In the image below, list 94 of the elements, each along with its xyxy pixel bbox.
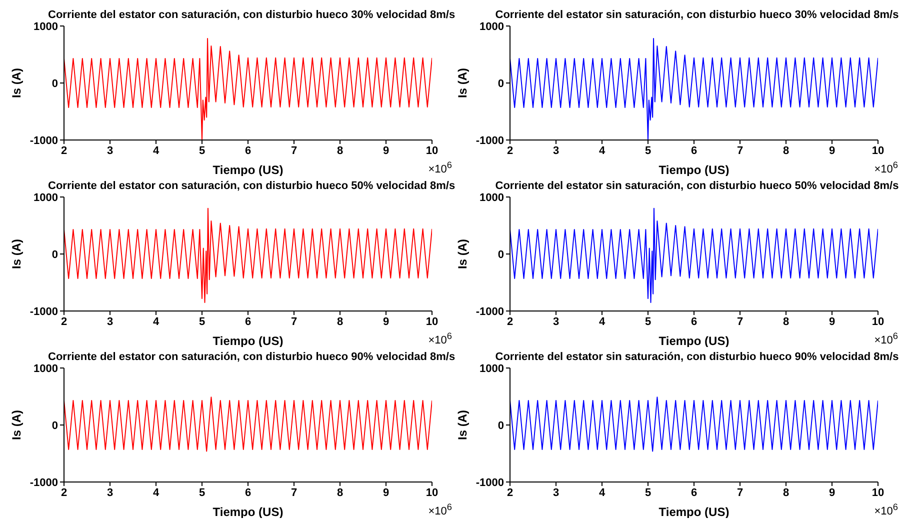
y-tick-label: -1000 bbox=[476, 476, 504, 489]
y-axis-title: Is (A) bbox=[9, 68, 24, 98]
x-tick-label: 6 bbox=[690, 486, 698, 499]
x-tick-label: 6 bbox=[690, 316, 698, 328]
x-tick-label: 2 bbox=[506, 486, 514, 499]
y-tick-label: -1000 bbox=[476, 134, 504, 147]
y-axis-title: Is (A) bbox=[455, 68, 470, 98]
x-tick-label: 8 bbox=[782, 486, 790, 499]
x-tick-label: 9 bbox=[382, 486, 390, 499]
x-tick-label: 3 bbox=[106, 486, 114, 499]
x-tick-label: 2 bbox=[60, 144, 68, 157]
line-series bbox=[64, 208, 432, 303]
x-tick-label: 7 bbox=[290, 144, 298, 157]
x-tick-label: 2 bbox=[506, 316, 514, 328]
x-tick-label: 9 bbox=[828, 486, 836, 499]
x-tick-label: 7 bbox=[736, 316, 744, 328]
x-tick-label: 10 bbox=[872, 316, 884, 328]
x-tick-label: 4 bbox=[152, 316, 160, 328]
y-axis-title: Is (A) bbox=[455, 410, 470, 440]
text: ×10$^{6}$ bbox=[874, 502, 898, 518]
x-tick-label: 10 bbox=[872, 144, 884, 157]
chart-title: Corriente del estator sin saturación, con disturbio hueco 50% velocidad 8m/s bbox=[494, 179, 900, 193]
chart-title: Corriente del estator sin saturación, con disturbio hueco 90% velocidad 8m/s bbox=[494, 350, 900, 364]
x-tick-label: 2 bbox=[506, 144, 514, 157]
x-tick-label: 9 bbox=[828, 144, 836, 157]
y-tick-label: 0 bbox=[52, 420, 58, 432]
x-tick-label: 3 bbox=[552, 316, 560, 328]
x-tick-label: 6 bbox=[244, 486, 252, 499]
x-tick-label: 3 bbox=[106, 316, 114, 328]
x-tick-label: 5 bbox=[644, 144, 652, 157]
x-tick-label: 10 bbox=[426, 316, 438, 328]
y-tick-label: 0 bbox=[52, 248, 58, 261]
y-tick-label: 1000 bbox=[34, 20, 58, 33]
x-tick-label: 2 bbox=[60, 486, 68, 499]
y-axis-title: Is (A) bbox=[9, 238, 24, 269]
x-tick-label: 3 bbox=[106, 144, 114, 157]
x-tick-label: 5 bbox=[644, 486, 652, 499]
x-tick-label: 6 bbox=[244, 144, 252, 157]
y-tick-label: -1000 bbox=[30, 476, 58, 489]
y-tick-label: 1000 bbox=[480, 20, 504, 33]
text: ×10$^{6}$ bbox=[428, 502, 452, 518]
chart-title: Corriente del estator con saturación, con disturbio hueco 90% velocidad 8m/s bbox=[47, 350, 456, 364]
x-tick-label: 10 bbox=[426, 486, 438, 499]
x-tick-label: 4 bbox=[598, 486, 606, 499]
text: ×10$^{6}$ bbox=[874, 160, 898, 176]
x-tick-label: 10 bbox=[426, 144, 438, 157]
x-tick-label: 8 bbox=[336, 486, 344, 499]
y-tick-label: -1000 bbox=[30, 306, 58, 318]
x-tick-label: 3 bbox=[552, 486, 560, 499]
x-tick-label: 6 bbox=[244, 316, 252, 328]
y-axis-title: Is (A) bbox=[9, 410, 24, 440]
x-tick-label: 5 bbox=[198, 486, 206, 499]
x-tick-label: 8 bbox=[336, 144, 344, 157]
x-tick-label: 4 bbox=[152, 486, 160, 499]
x-tick-label: 7 bbox=[290, 486, 298, 499]
line-series bbox=[510, 208, 878, 303]
y-tick-label: 1000 bbox=[480, 192, 504, 204]
x-tick-label: 2 bbox=[60, 316, 68, 328]
line-series bbox=[510, 396, 878, 452]
y-tick-label: 0 bbox=[498, 78, 504, 90]
x-tick-label: 8 bbox=[782, 316, 790, 328]
x-tick-label: 7 bbox=[736, 144, 744, 157]
text: ×10$^{6}$ bbox=[874, 331, 898, 347]
x-tick-label: 9 bbox=[382, 144, 390, 157]
y-tick-label: 1000 bbox=[480, 362, 504, 375]
x-tick-label: 8 bbox=[336, 316, 344, 328]
x-tick-label: 9 bbox=[382, 316, 390, 328]
y-tick-label: 0 bbox=[52, 78, 58, 90]
x-tick-label: 9 bbox=[828, 316, 836, 328]
chart-title: Corriente del estator con saturación, con disturbio hueco 30% velocidad 8m/s bbox=[47, 8, 456, 22]
y-tick-label: 0 bbox=[498, 248, 504, 261]
x-tick-label: 5 bbox=[198, 316, 206, 328]
x-tick-label: 7 bbox=[736, 486, 744, 499]
x-tick-label: 7 bbox=[290, 316, 298, 328]
x-tick-label: 4 bbox=[598, 144, 606, 157]
text: ×10$^{6}$ bbox=[428, 160, 452, 176]
y-tick-label: 1000 bbox=[34, 362, 58, 375]
line-series bbox=[64, 396, 432, 452]
x-tick-label: 5 bbox=[644, 316, 652, 328]
y-tick-label: -1000 bbox=[30, 134, 58, 147]
y-axis-title: Is (A) bbox=[455, 238, 470, 269]
chart-title: Corriente del estator sin saturación, con disturbio hueco 30% velocidad 8m/s bbox=[494, 8, 900, 22]
chart-title: Corriente del estator con saturación, con disturbio hueco 50% velocidad 8m/s bbox=[47, 179, 456, 193]
x-tick-label: 5 bbox=[198, 144, 206, 157]
y-tick-label: -1000 bbox=[476, 306, 504, 318]
x-tick-label: 8 bbox=[782, 144, 790, 157]
x-tick-label: 6 bbox=[690, 144, 698, 157]
x-tick-label: 4 bbox=[598, 316, 606, 328]
x-tick-label: 10 bbox=[872, 486, 884, 499]
x-tick-label: 3 bbox=[552, 144, 560, 157]
y-tick-label: 0 bbox=[498, 420, 504, 432]
x-tick-label: 4 bbox=[152, 144, 160, 157]
y-tick-label: 1000 bbox=[34, 192, 58, 204]
text: ×10$^{6}$ bbox=[428, 331, 452, 347]
